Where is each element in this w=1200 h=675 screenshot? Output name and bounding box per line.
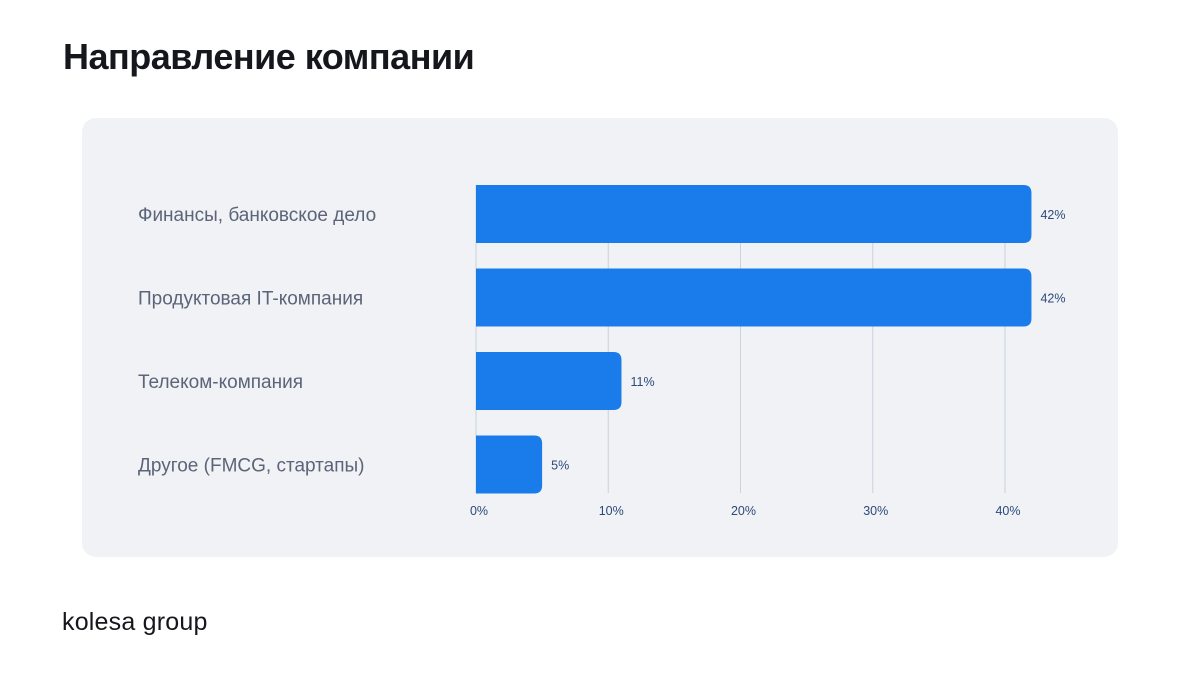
bar: [476, 435, 543, 494]
bar: [476, 268, 1032, 327]
x-tick-label: 20%: [731, 504, 756, 518]
data-label: 42%: [1040, 208, 1065, 222]
category-label: Продуктовая IT-компания: [138, 289, 363, 310]
kolesa-group-logo: kolesa group: [62, 608, 208, 636]
bar: [476, 185, 1032, 243]
page-title: Направление компании: [63, 36, 475, 77]
category-label: Другое (FMCG, стартапы): [138, 456, 365, 477]
data-label: 42%: [1040, 292, 1065, 306]
x-tick-label: 0%: [470, 504, 488, 518]
bar: [476, 352, 622, 410]
x-tick-label: 10%: [599, 504, 624, 518]
category-label: Телеком-компания: [138, 372, 303, 393]
data-label: 5%: [551, 459, 569, 473]
x-tick-label: 30%: [863, 504, 888, 518]
data-label: 11%: [630, 375, 654, 389]
category-label: Финансы, банковское дело: [138, 205, 376, 226]
x-tick-label: 40%: [995, 504, 1020, 518]
